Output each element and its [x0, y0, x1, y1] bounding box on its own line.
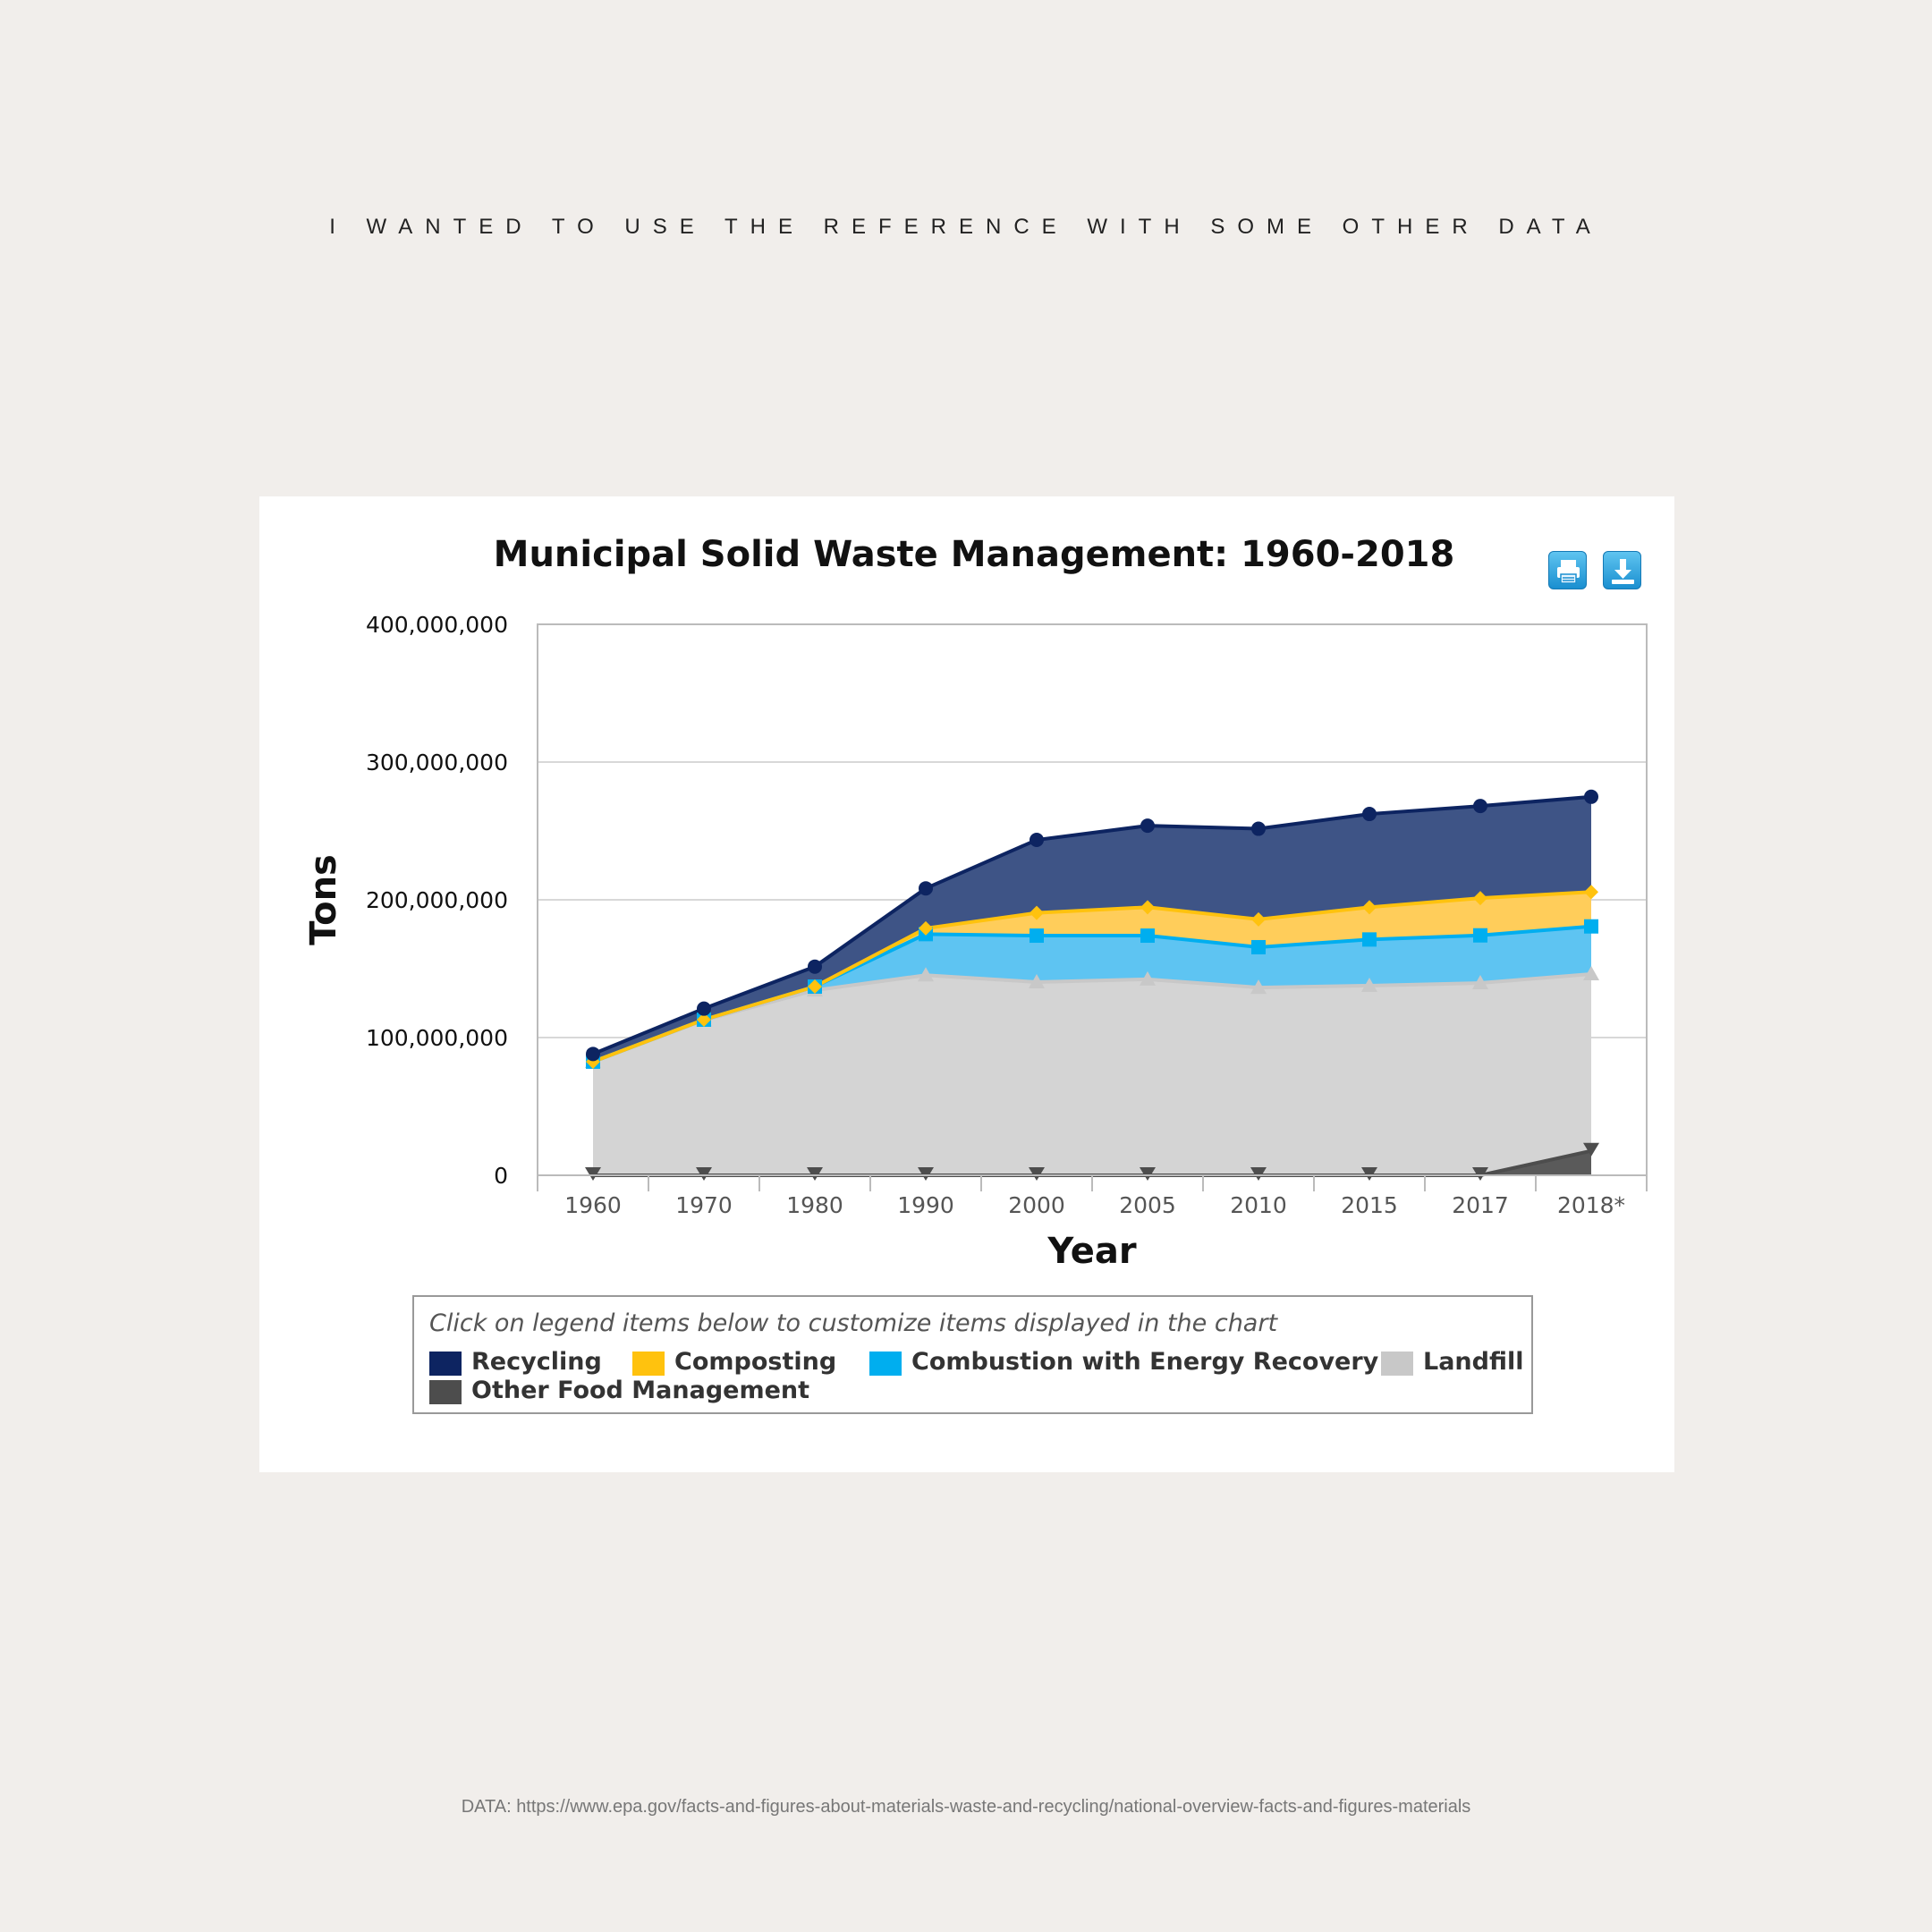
- marker-point: [1030, 928, 1044, 944]
- marker-point: [586, 1054, 600, 1069]
- x-tick-label: 1960: [564, 1192, 622, 1218]
- marker-point: [918, 967, 934, 982]
- legend-swatch: [632, 1352, 665, 1376]
- chart-card: Municipal Solid Waste Management: 1960-2…: [259, 496, 1674, 1472]
- download-icon: [1612, 559, 1634, 584]
- legend-label: Landfill: [1423, 1348, 1524, 1376]
- marker-point: [1362, 807, 1377, 822]
- y-tick-label: 300,000,000: [366, 750, 508, 775]
- line-composting: [592, 890, 1592, 1063]
- y-tick-label: 200,000,000: [366, 887, 508, 913]
- line-recycling: [592, 794, 1592, 1056]
- marker-point: [1140, 1167, 1156, 1181]
- marker-point: [919, 920, 933, 936]
- marker-point: [1251, 939, 1266, 954]
- marker-point: [1472, 975, 1488, 990]
- x-tick-label: 2015: [1341, 1192, 1398, 1218]
- marker-point: [807, 1167, 823, 1181]
- marker-point: [1361, 1167, 1377, 1181]
- y-tick-label: 0: [494, 1163, 508, 1189]
- chart-title: Municipal Solid Waste Management: 1960-2…: [494, 534, 1455, 575]
- legend-label: Other Food Management: [471, 1377, 810, 1404]
- x-tick-label: 1970: [675, 1192, 733, 1218]
- marker-point: [1473, 799, 1487, 814]
- area-recycling: [593, 796, 1591, 1062]
- chart-legend: Click on legend items below to customize…: [412, 1295, 1533, 1414]
- marker-point: [1362, 932, 1377, 947]
- legend-swatch: [1381, 1352, 1413, 1376]
- marker-point: [1584, 919, 1598, 934]
- marker-point: [1030, 905, 1044, 920]
- marker-point: [1473, 928, 1487, 943]
- x-tick-label: 2010: [1230, 1192, 1287, 1218]
- area-combustion-with-energy-recovery: [593, 926, 1591, 1062]
- legend-swatch: [869, 1352, 902, 1376]
- marker-point: [1140, 928, 1155, 944]
- x-tick-label: 2005: [1119, 1192, 1176, 1218]
- line-landfill: [592, 972, 1592, 1063]
- marker-point: [1140, 818, 1155, 834]
- marker-point: [1473, 891, 1487, 906]
- x-tick-label: 2017: [1452, 1192, 1509, 1218]
- marker-point: [808, 979, 822, 995]
- data-source-footer: DATA: https://www.epa.gov/facts-and-figu…: [461, 1797, 1471, 1817]
- marker-point: [919, 881, 933, 896]
- x-axis-label: Year: [1046, 1231, 1136, 1272]
- legend-hint: Click on legend items below to customize…: [429, 1309, 1278, 1337]
- area-composting: [593, 892, 1591, 1062]
- marker-point: [1583, 1142, 1599, 1157]
- area-layers: [593, 796, 1591, 1175]
- marker-point: [918, 1167, 934, 1181]
- marker-point: [697, 1012, 711, 1027]
- printer-icon: [1557, 560, 1580, 584]
- x-axis-ticks: 1960 1970 1980 1990 2000 2005 2010 2015 2017 2018…: [537, 1175, 1648, 1218]
- y-tick-label: 100,000,000: [366, 1025, 508, 1051]
- marker-point: [808, 959, 822, 974]
- x-tick-label: 2018*: [1557, 1192, 1625, 1218]
- marker-point: [1030, 833, 1044, 848]
- marker-point: [1029, 973, 1045, 988]
- marker-point: [1251, 821, 1266, 836]
- legend-label: Recycling: [471, 1348, 602, 1376]
- marker-point: [1029, 1167, 1045, 1181]
- marker-point: [1361, 977, 1377, 992]
- marker-point: [1251, 911, 1266, 927]
- legend-label: Combustion with Energy Recovery: [911, 1348, 1379, 1376]
- y-axis-ticks: 0 100,000,000 200,000,000 300,000,000 400,00…: [366, 612, 508, 1189]
- x-tick-label: 1980: [786, 1192, 843, 1218]
- marker-point: [1250, 1167, 1267, 1181]
- series-markers: [585, 789, 1599, 1181]
- marker-point: [1362, 900, 1377, 915]
- marker-point: [1583, 966, 1599, 981]
- area-landfill: [593, 974, 1591, 1175]
- marker-point: [696, 1167, 712, 1181]
- marker-point: [1472, 1167, 1488, 1181]
- legend-swatch: [429, 1380, 462, 1404]
- legend-swatch: [429, 1352, 462, 1376]
- area-chart: Municipal Solid Waste Management: 1960-2…: [303, 534, 1648, 1272]
- marker-point: [1250, 979, 1267, 995]
- marker-point: [1584, 789, 1598, 804]
- marker-point: [1140, 900, 1155, 915]
- y-axis-label: Tons: [303, 854, 344, 945]
- marker-point: [585, 1167, 601, 1181]
- page-heading: I WANTED TO USE THE REFERENCE WITH SOME …: [329, 215, 1603, 239]
- x-tick-label: 2000: [1008, 1192, 1065, 1218]
- x-tick-label: 1990: [897, 1192, 954, 1218]
- marker-point: [1584, 885, 1598, 900]
- marker-point: [586, 1046, 600, 1062]
- marker-point: [1140, 970, 1156, 986]
- marker-point: [697, 1001, 711, 1016]
- print-button[interactable]: [1548, 551, 1587, 589]
- legend-label: Composting: [674, 1348, 837, 1376]
- download-button[interactable]: [1603, 551, 1641, 589]
- y-tick-label: 400,000,000: [366, 612, 508, 638]
